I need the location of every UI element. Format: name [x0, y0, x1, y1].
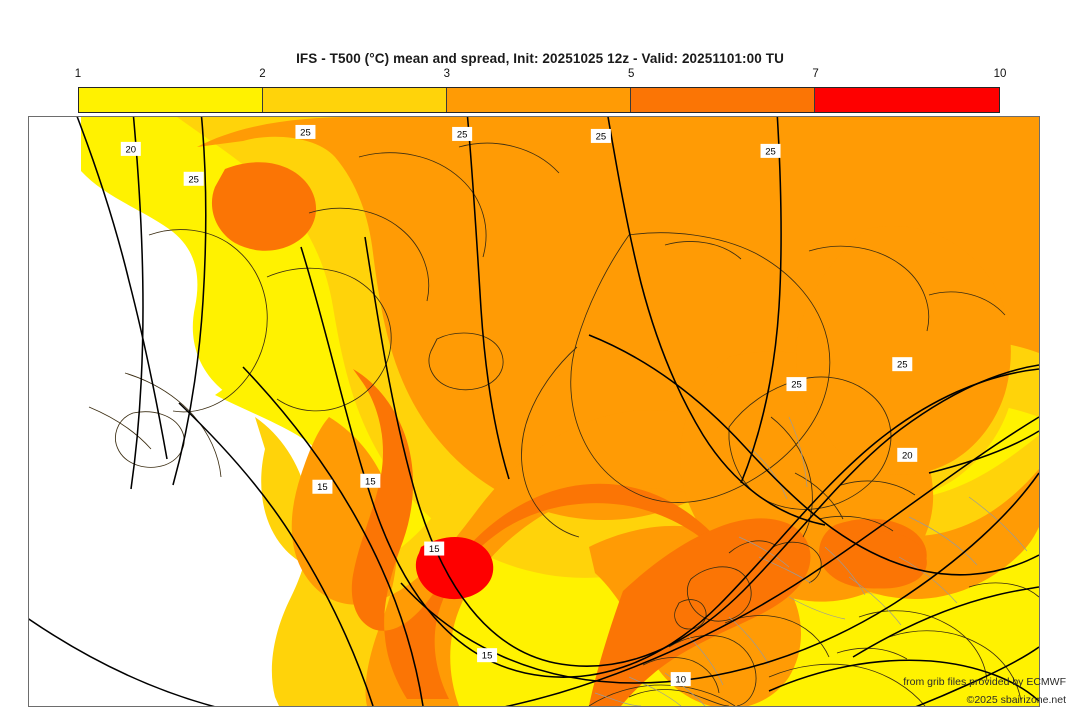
shading-below-1-sw [29, 635, 157, 706]
colorbar: 1 2 3 5 7 10 [74, 68, 1007, 113]
contour-label: 15 [424, 541, 445, 556]
colorbar-tick-2: 2 [259, 68, 266, 80]
svg-text:25: 25 [897, 360, 908, 371]
colorbar-tick-10: 10 [993, 68, 1007, 80]
credit-copyright: ©2025 sbairizone.net [966, 694, 1066, 706]
contour-label: 20 [120, 141, 141, 156]
isotherm-contours [29, 117, 1039, 706]
shading-5-7-poland [838, 530, 927, 589]
colorbar-ticks: 1 2 3 5 7 10 [74, 68, 1007, 85]
colorbar-segment-5-7 [631, 88, 815, 112]
svg-text:25: 25 [596, 131, 607, 142]
contour-label: 25 [183, 171, 204, 186]
svg-text:15: 15 [365, 476, 376, 487]
map-frame: 20 25 25 25 25 25 25 25 20 15 15 15 10 15 [28, 116, 1040, 707]
contour-label: 10 [670, 672, 691, 687]
shading-3-5-ne2 [796, 226, 1011, 475]
colorbar-segment-3-5 [447, 88, 631, 112]
svg-text:15: 15 [482, 651, 493, 662]
contour-label: 25 [892, 357, 913, 372]
credit-source: from grib files provided by ECMWF [903, 676, 1066, 688]
svg-text:20: 20 [126, 144, 137, 155]
shading-5-7-storm-core [351, 369, 749, 699]
contour-label: 15 [477, 648, 498, 663]
contour-label: 25 [452, 126, 473, 141]
svg-text:20: 20 [902, 450, 913, 461]
contour-label: 15 [360, 473, 381, 488]
colorbar-segment-1-2 [79, 88, 263, 112]
svg-text:25: 25 [457, 129, 468, 140]
contour-label: 25 [590, 128, 611, 143]
page-title: IFS - T500 (°C) mean and spread, Init: 2… [296, 51, 784, 66]
colorbar-tick-1: 1 [74, 68, 82, 80]
svg-text:25: 25 [300, 127, 311, 138]
svg-text:15: 15 [317, 482, 328, 493]
spread-map: 20 25 25 25 25 25 25 25 20 15 15 15 10 15 [29, 117, 1039, 706]
svg-text:25: 25 [188, 174, 199, 185]
shading-5-7-north-patch [211, 162, 317, 251]
contour-label: 20 [897, 447, 918, 462]
colorbar-segment-2-3 [263, 88, 447, 112]
contour-label: 25 [786, 377, 807, 392]
colorbar-segments [78, 87, 1000, 113]
colorbar-tick-3: 3 [443, 68, 450, 80]
svg-text:25: 25 [791, 380, 802, 391]
svg-text:25: 25 [765, 146, 776, 157]
shading-3-5-main [197, 117, 1039, 521]
shading-below-1-atlantic [29, 291, 336, 706]
contour-label: 25 [760, 143, 781, 158]
colorbar-segment-7-10 [815, 88, 999, 112]
contour-label: 15 [312, 479, 333, 494]
svg-text:10: 10 [675, 675, 686, 686]
contour-labels: 20 25 25 25 25 25 25 25 20 15 15 15 10 15 [120, 124, 918, 687]
colorbar-tick-7: 7 [812, 68, 819, 80]
contour-label: 25 [295, 124, 316, 139]
colorbar-tick-5: 5 [627, 68, 635, 80]
svg-text:15: 15 [429, 544, 440, 555]
